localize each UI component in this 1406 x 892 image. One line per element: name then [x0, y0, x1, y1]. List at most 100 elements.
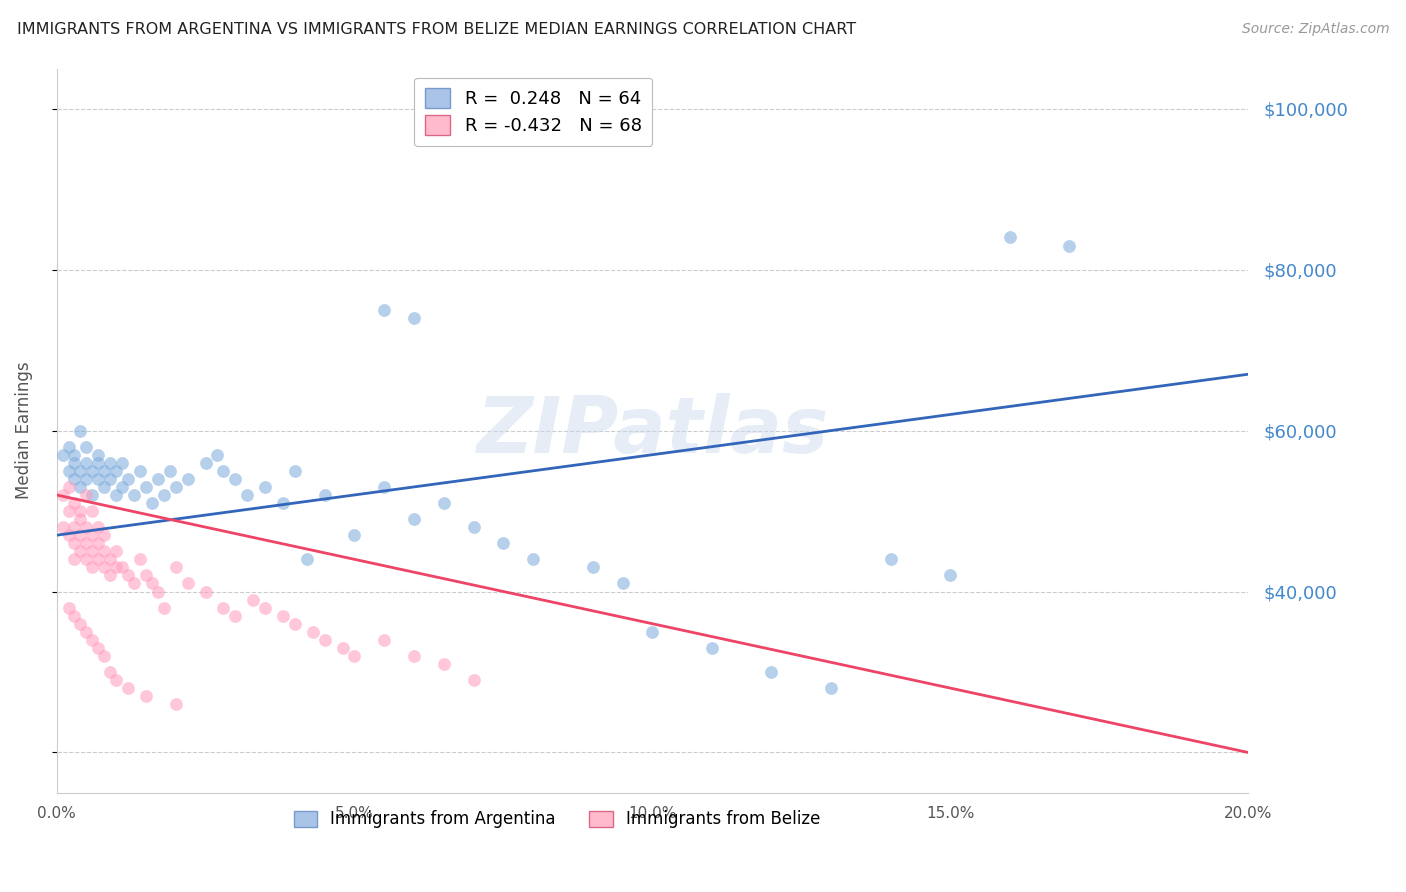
Point [332, 640, 354, 655]
Point [194, 456, 217, 470]
Point [122, 488, 145, 502]
Text: IMMIGRANTS FROM ARGENTINA VS IMMIGRANTS FROM BELIZE MEDIAN EARNINGS CORRELATION : IMMIGRANTS FROM ARGENTINA VS IMMIGRANTS … [17, 22, 856, 37]
Y-axis label: Median Earnings: Median Earnings [15, 362, 32, 500]
Point [998, 230, 1021, 244]
Point [87, 472, 110, 486]
Point [63, 496, 86, 510]
Point [117, 681, 139, 695]
Point [463, 520, 485, 534]
Point [165, 560, 187, 574]
Point [75, 536, 97, 550]
Point [402, 512, 425, 526]
Point [254, 600, 277, 615]
Text: Source: ZipAtlas.com: Source: ZipAtlas.com [1241, 22, 1389, 37]
Point [93, 528, 115, 542]
Point [87, 456, 110, 470]
Point [52, 488, 75, 502]
Point [105, 673, 128, 687]
Point [75, 472, 97, 486]
Point [153, 600, 176, 615]
Point [63, 472, 86, 486]
Point [522, 552, 544, 566]
Point [314, 488, 336, 502]
Point [254, 480, 277, 494]
Point [236, 488, 259, 502]
Point [879, 552, 901, 566]
Point [295, 552, 318, 566]
Point [1059, 238, 1081, 252]
Point [492, 536, 515, 550]
Point [75, 520, 97, 534]
Point [463, 673, 485, 687]
Point [87, 520, 110, 534]
Point [224, 472, 246, 486]
Point [98, 472, 121, 486]
Point [58, 440, 80, 454]
Point [87, 640, 110, 655]
Point [141, 576, 163, 591]
Point [582, 560, 605, 574]
Point [700, 640, 723, 655]
Point [69, 504, 91, 518]
Point [63, 520, 86, 534]
Point [402, 648, 425, 663]
Point [135, 689, 157, 703]
Point [69, 480, 91, 494]
Point [111, 560, 134, 574]
Point [159, 464, 181, 478]
Point [69, 528, 91, 542]
Point [207, 448, 229, 462]
Point [146, 472, 169, 486]
Point [343, 528, 366, 542]
Point [373, 480, 395, 494]
Point [146, 584, 169, 599]
Point [212, 600, 235, 615]
Point [135, 480, 157, 494]
Point [69, 512, 91, 526]
Point [98, 456, 121, 470]
Point [242, 592, 264, 607]
Text: ZIPatlas: ZIPatlas [477, 392, 828, 468]
Point [93, 648, 115, 663]
Point [373, 302, 395, 317]
Point [69, 544, 91, 558]
Point [176, 472, 198, 486]
Point [82, 560, 104, 574]
Point [301, 624, 323, 639]
Point [135, 568, 157, 582]
Point [98, 568, 121, 582]
Point [87, 448, 110, 462]
Point [105, 544, 128, 558]
Point [93, 544, 115, 558]
Point [75, 488, 97, 502]
Point [641, 624, 664, 639]
Point [69, 464, 91, 478]
Point [165, 480, 187, 494]
Point [129, 464, 152, 478]
Point [87, 552, 110, 566]
Point [75, 624, 97, 639]
Point [63, 552, 86, 566]
Point [58, 464, 80, 478]
Point [75, 552, 97, 566]
Point [69, 616, 91, 631]
Point [98, 552, 121, 566]
Point [93, 464, 115, 478]
Point [58, 528, 80, 542]
Point [82, 544, 104, 558]
Point [402, 310, 425, 325]
Point [82, 632, 104, 647]
Point [153, 488, 176, 502]
Point [117, 472, 139, 486]
Point [141, 496, 163, 510]
Point [63, 608, 86, 623]
Point [122, 576, 145, 591]
Point [82, 528, 104, 542]
Point [111, 456, 134, 470]
Point [52, 448, 75, 462]
Point [69, 424, 91, 438]
Point [176, 576, 198, 591]
Point [58, 600, 80, 615]
Point [58, 480, 80, 494]
Point [117, 568, 139, 582]
